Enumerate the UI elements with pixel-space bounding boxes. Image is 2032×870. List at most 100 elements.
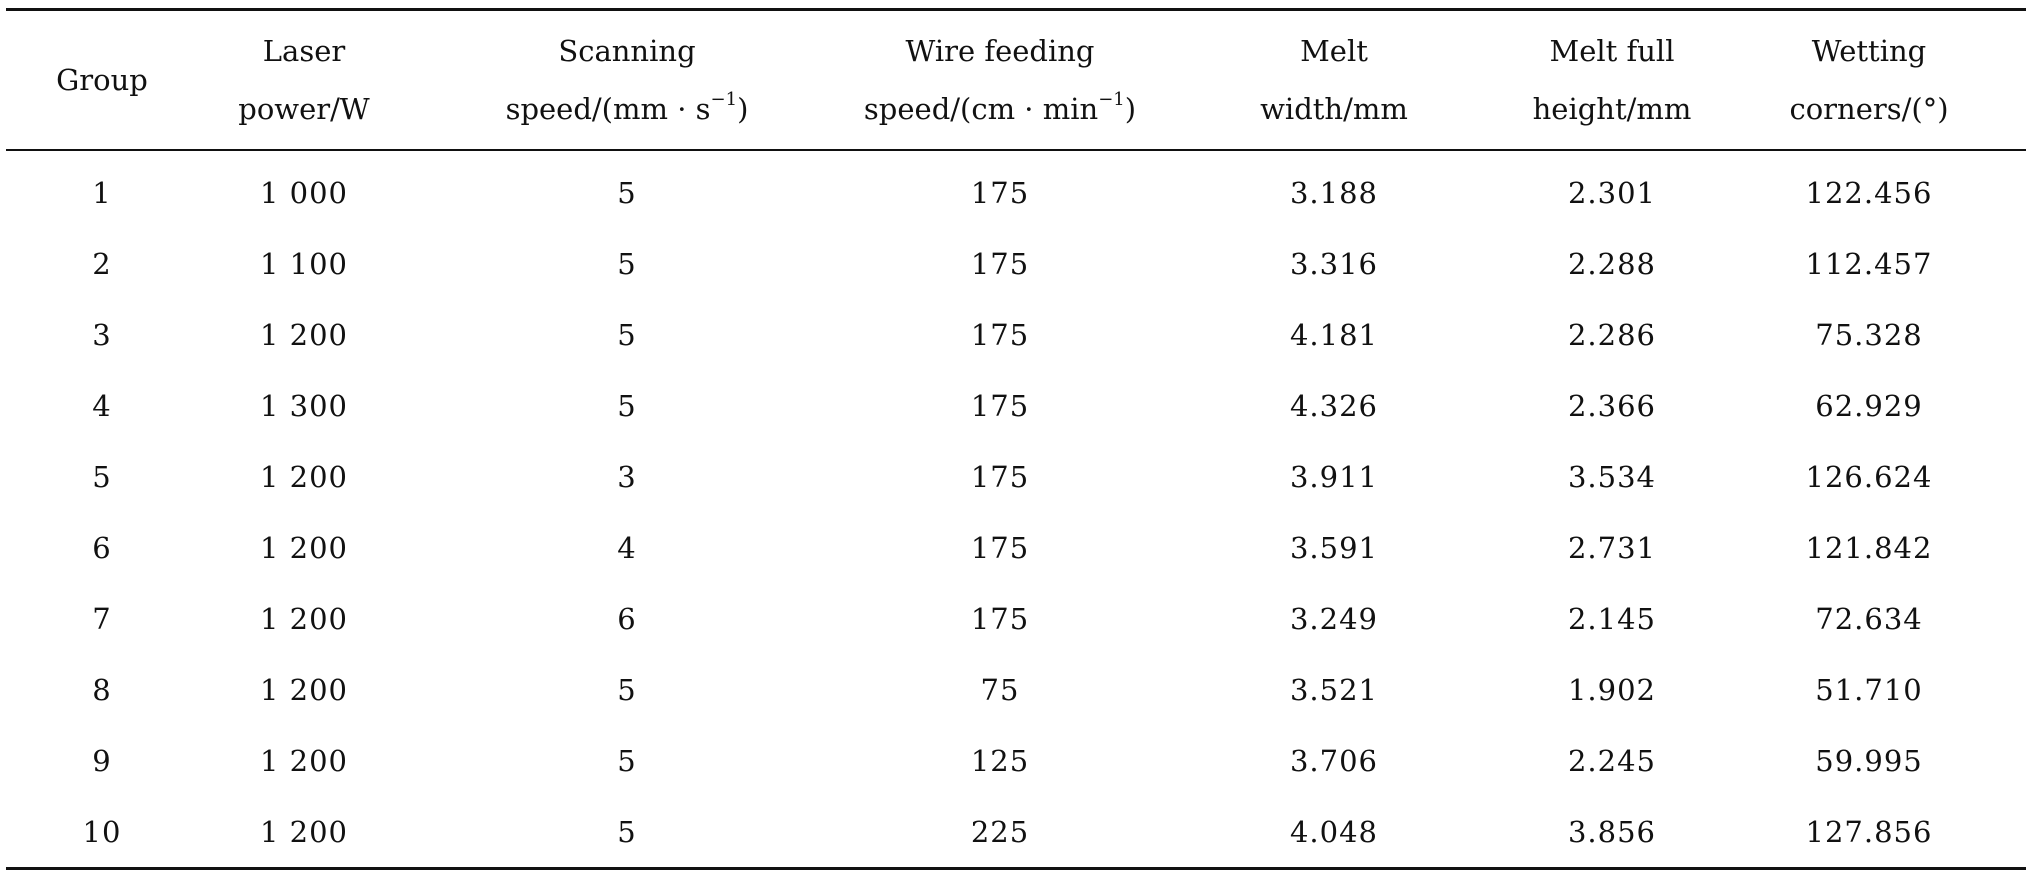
cell-melt-full-height: 2.286 <box>1567 317 1657 352</box>
cell-group: 1 <box>92 175 112 210</box>
cell-melt-full-height: 2.366 <box>1567 388 1657 423</box>
cell-wetting-corners: 112.457 <box>1805 246 1933 281</box>
cell-melt-width: 3.911 <box>1289 459 1379 494</box>
cell-laser-power: 1 300 <box>259 388 349 423</box>
cell-melt-width: 4.181 <box>1289 317 1379 352</box>
cell-wire-feeding-speed: 175 <box>970 388 1030 423</box>
cell-laser-power: 1 000 <box>259 175 349 210</box>
header-superscript: −1 <box>1098 89 1125 110</box>
cell-melt-full-height: 2.301 <box>1567 175 1657 210</box>
cell-wetting-corners: 59.995 <box>1815 743 1923 778</box>
cell-laser-power: 1 200 <box>259 601 349 636</box>
table-row: 2 1 100 5 175 3.316 2.288 112.457 <box>6 228 2026 299</box>
table-row: 9 1 200 5 125 3.706 2.245 59.995 <box>6 725 2026 796</box>
header-line2: speed/(cm · min <box>863 92 1099 126</box>
cell-wire-feeding-speed: 175 <box>970 459 1030 494</box>
cell-wetting-corners: 127.856 <box>1805 814 1933 849</box>
cell-wire-feeding-speed: 75 <box>980 672 1020 707</box>
cell-melt-width: 3.706 <box>1289 743 1379 778</box>
cell-melt-width: 3.188 <box>1289 175 1379 210</box>
cell-group: 7 <box>92 601 112 636</box>
cell-wetting-corners: 121.842 <box>1805 530 1933 565</box>
cell-laser-power: 1 200 <box>259 317 349 352</box>
header-wetting-corners: Wetting corners/(°) <box>1712 10 2026 151</box>
cell-wire-feeding-speed: 175 <box>970 175 1030 210</box>
cell-scanning-speed: 5 <box>617 175 637 210</box>
cell-wire-feeding-speed: 175 <box>970 530 1030 565</box>
table-row: 1 1 000 5 175 3.188 2.301 122.456 <box>6 150 2026 228</box>
header-group: Group <box>6 10 198 151</box>
cell-melt-width: 3.521 <box>1289 672 1379 707</box>
cell-group: 5 <box>92 459 112 494</box>
cell-wetting-corners: 122.456 <box>1805 175 1933 210</box>
cell-melt-width: 3.249 <box>1289 601 1379 636</box>
cell-wetting-corners: 62.929 <box>1815 388 1923 423</box>
table-row: 7 1 200 6 175 3.249 2.145 72.634 <box>6 583 2026 654</box>
cell-wetting-corners: 126.624 <box>1805 459 1933 494</box>
cell-scanning-speed: 5 <box>617 672 637 707</box>
table-row: 6 1 200 4 175 3.591 2.731 121.842 <box>6 512 2026 583</box>
cell-wire-feeding-speed: 175 <box>970 246 1030 281</box>
header-line2: width/mm <box>1260 92 1408 126</box>
table-row: 5 1 200 3 175 3.911 3.534 126.624 <box>6 441 2026 512</box>
cell-wetting-corners: 51.710 <box>1815 672 1923 707</box>
table-row: 4 1 300 5 175 4.326 2.366 62.929 <box>6 370 2026 441</box>
table-row: 3 1 200 5 175 4.181 2.286 75.328 <box>6 299 2026 370</box>
header-line1: Scanning <box>558 34 696 68</box>
cell-group: 6 <box>92 530 112 565</box>
cell-laser-power: 1 200 <box>259 672 349 707</box>
header-line2: corners/(°) <box>1789 92 1949 126</box>
cell-laser-power: 1 200 <box>259 530 349 565</box>
cell-group: 4 <box>92 388 112 423</box>
cell-wire-feeding-speed: 225 <box>970 814 1030 849</box>
header-line1: Wetting <box>1811 34 1927 68</box>
cell-scanning-speed: 5 <box>617 317 637 352</box>
header-melt-width: Melt width/mm <box>1156 10 1512 151</box>
table-header: Group Laser power/W Scanning speed/(mm · s… <box>6 9 2026 151</box>
header-wire-feeding-speed: Wire feeding speed/(cm · min−1) <box>844 10 1156 151</box>
cell-laser-power: 1 100 <box>259 246 349 281</box>
table-row: 8 1 200 5 75 3.521 1.902 51.710 <box>6 654 2026 725</box>
cell-wetting-corners: 72.634 <box>1815 601 1923 636</box>
header-line1: Laser <box>262 34 346 68</box>
cell-scanning-speed: 5 <box>617 388 637 423</box>
experiment-results-table: Group Laser power/W Scanning speed/(mm · s… <box>6 8 2026 870</box>
header-line1: Wire feeding <box>905 34 1095 68</box>
header-line2: height/mm <box>1532 92 1692 126</box>
cell-group: 3 <box>92 317 112 352</box>
cell-melt-full-height: 3.856 <box>1567 814 1657 849</box>
cell-melt-width: 4.326 <box>1289 388 1379 423</box>
cell-scanning-speed: 4 <box>617 530 637 565</box>
cell-laser-power: 1 200 <box>259 814 349 849</box>
cell-melt-full-height: 2.145 <box>1567 601 1657 636</box>
cell-wire-feeding-speed: 125 <box>970 743 1030 778</box>
cell-melt-width: 3.591 <box>1289 530 1379 565</box>
cell-laser-power: 1 200 <box>259 743 349 778</box>
cell-scanning-speed: 5 <box>617 814 637 849</box>
cell-laser-power: 1 200 <box>259 459 349 494</box>
table-body: 1 1 000 5 175 3.188 2.301 122.456 2 1 100 5 175 3.3… <box>6 150 2026 869</box>
cell-scanning-speed: 5 <box>617 246 637 281</box>
header-superscript: −1 <box>710 89 738 110</box>
cell-group: 8 <box>92 672 112 707</box>
header-line1: Melt full <box>1549 34 1675 68</box>
cell-melt-full-height: 3.534 <box>1567 459 1657 494</box>
header-scanning-speed: Scanning speed/(mm · s−1) <box>410 10 844 151</box>
header-tail: ) <box>737 92 749 126</box>
header-melt-full-height: Melt full height/mm <box>1512 10 1712 151</box>
header-tail: ) <box>1124 92 1137 126</box>
cell-melt-full-height: 1.902 <box>1567 672 1657 707</box>
cell-group: 10 <box>82 814 122 849</box>
cell-wire-feeding-speed: 175 <box>970 601 1030 636</box>
cell-melt-width: 4.048 <box>1289 814 1379 849</box>
header-line2: power/W <box>238 92 370 126</box>
cell-group: 9 <box>92 743 112 778</box>
header-line1: Melt <box>1300 34 1368 68</box>
cell-scanning-speed: 5 <box>617 743 637 778</box>
table-row: 10 1 200 5 225 4.048 3.856 127.856 <box>6 796 2026 869</box>
cell-melt-full-height: 2.245 <box>1567 743 1657 778</box>
header-laser-power: Laser power/W <box>198 10 410 151</box>
header-text: Group <box>56 63 148 97</box>
cell-scanning-speed: 3 <box>617 459 637 494</box>
header-line2: speed/(mm · s <box>505 92 711 126</box>
